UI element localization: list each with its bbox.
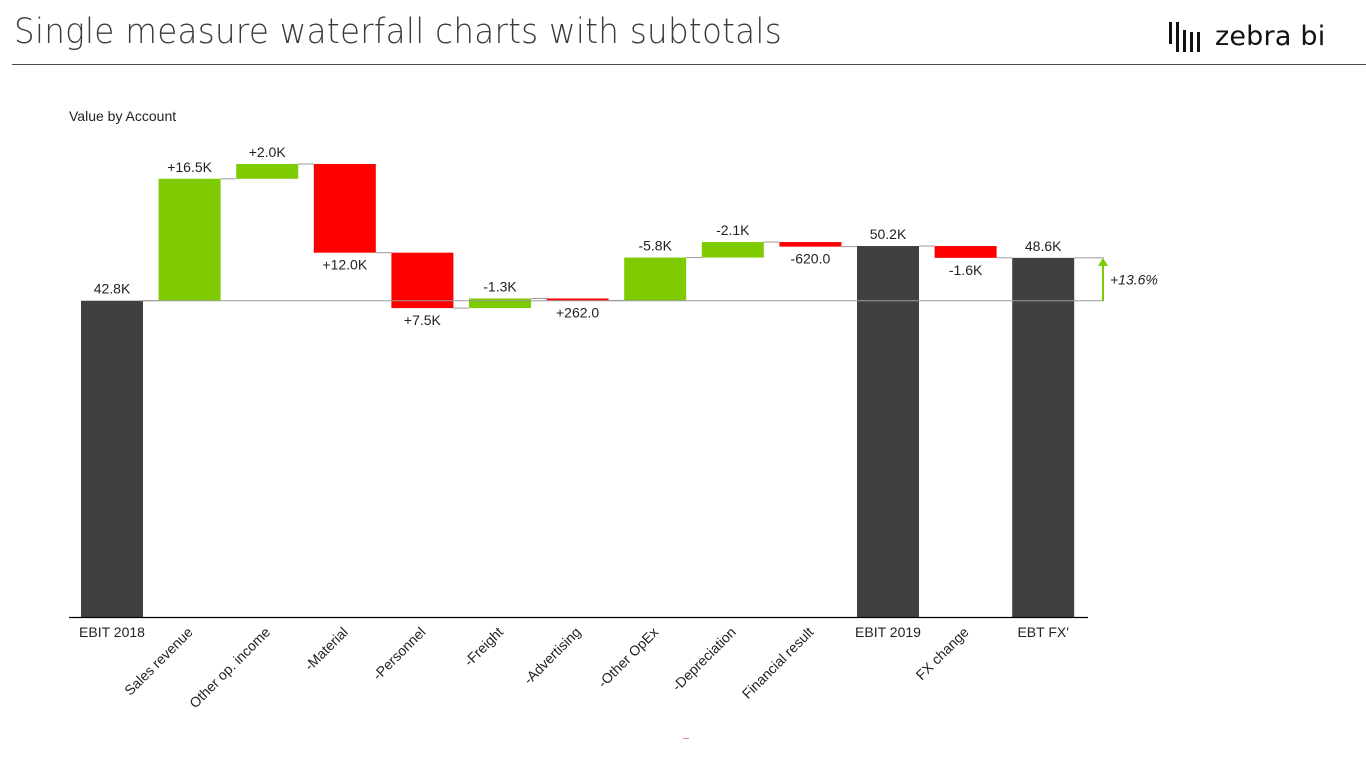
data-label: 50.2K: [870, 226, 907, 242]
category-label: -Depreciation: [669, 624, 739, 694]
bar-freight: [469, 298, 531, 309]
bar-material: [313, 163, 376, 253]
data-label: -1.6K: [949, 262, 983, 278]
category-label: FX change: [913, 624, 972, 683]
data-label: +7.5K: [404, 312, 442, 328]
scroll-indicator: [683, 738, 689, 739]
page-title: Single measure waterfall charts with sub…: [14, 12, 782, 52]
category-label: -Freight: [461, 624, 506, 669]
brand-name: zebra bi: [1215, 21, 1326, 52]
category-label: -Material: [301, 624, 351, 674]
chart-title: Value by Account: [69, 108, 177, 124]
data-label: +16.5K: [167, 159, 212, 175]
category-label: -Personnel: [369, 624, 428, 683]
bar-ebit-2019: [857, 246, 919, 617]
category-label: Financial result: [739, 624, 817, 702]
category-label: EBT FX': [1017, 624, 1068, 640]
category-label: Other op. income: [186, 624, 273, 711]
data-label: -5.8K: [638, 238, 672, 254]
bar-advertising: [546, 298, 609, 301]
bar-financial-result: [779, 242, 842, 247]
bar-other-opex: [624, 257, 687, 301]
category-label: EBIT 2019: [855, 624, 921, 640]
category-label: EBIT 2018: [79, 624, 145, 640]
data-label: -620.0: [791, 251, 831, 267]
category-label: -Other OpEx: [594, 624, 661, 691]
brand-logo: zebra bi: [1167, 19, 1325, 55]
data-label: +262.0: [556, 304, 599, 320]
data-label: -2.1K: [716, 222, 750, 238]
variance-arrow-head: [1098, 257, 1108, 266]
zebra-bars-icon: [1169, 22, 1200, 52]
bar-ebit-2018: [81, 300, 143, 617]
data-label: +2.0K: [249, 144, 287, 160]
data-label: 42.8K: [94, 281, 131, 297]
bar-other-op-income: [236, 163, 299, 179]
bar-ebt-fx: [1012, 257, 1075, 617]
title-divider: [12, 64, 1366, 65]
bar-depreciation: [701, 242, 764, 258]
data-label: -1.3K: [483, 278, 517, 294]
category-label: -Advertising: [520, 624, 584, 688]
bar-personnel: [391, 252, 454, 309]
data-label: +12.0K: [322, 257, 367, 273]
bar-fx-change: [934, 246, 997, 258]
data-label: 48.6K: [1025, 238, 1062, 254]
variance-label: +13.6%: [1110, 271, 1158, 287]
bar-sales-revenue: [158, 178, 221, 301]
